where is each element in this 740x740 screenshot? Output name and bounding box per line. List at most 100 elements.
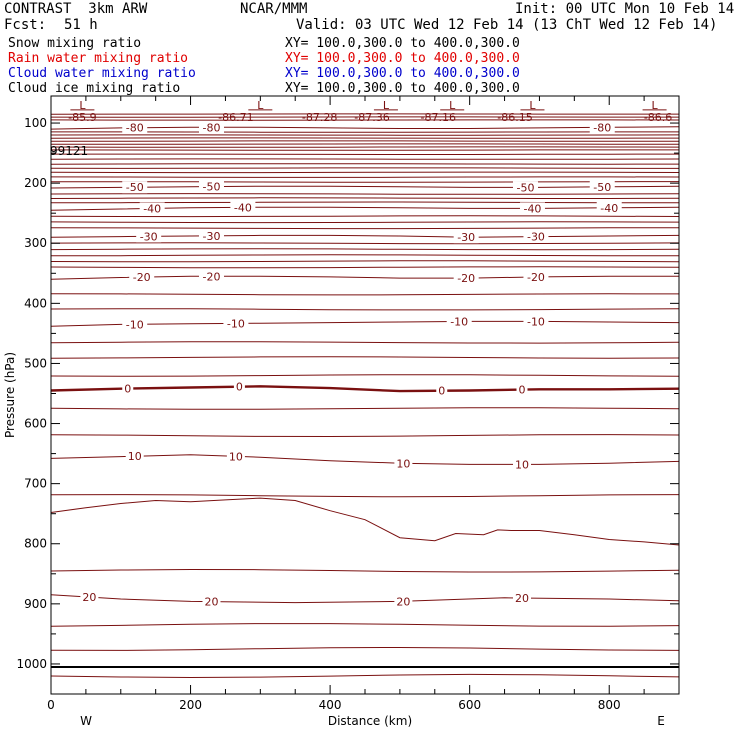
legend-label-cloud-ice: Cloud ice mixing ratio [8,81,181,96]
isotherm-line-unlabeled [50,308,680,311]
legend-xy-rain: XY= 100.0,300.0 to 400.0,300.0 [285,51,520,66]
isotherm-line-unlabeled [50,197,680,199]
isotherm-label: -10 [126,318,144,331]
isotherm-label: 0 [124,383,131,396]
x-axis-west-label: W [80,714,92,728]
isotherm-label-bg [589,180,615,193]
isotherm-label-bg [223,317,249,330]
isotherm-label: 10 [229,450,243,463]
stray-label: 99121 [50,144,88,158]
isotherm-line--50 [50,185,680,189]
low-marker: L [652,99,659,112]
legend-xy-snow: XY= 100.0,300.0 to 400.0,300.0 [285,36,520,51]
isotherm-label: 10 [128,450,142,463]
isotherm-label: 0 [236,381,243,394]
y-tick-label: 700 [24,477,47,491]
melting-boundary-line [50,497,680,546]
isotherm-label: -30 [527,231,545,244]
minimum-value-label: -87.36 [354,111,389,124]
isotherm-label: -30 [203,230,221,243]
isotherm-label-bg [198,121,224,134]
isotherm-line-10 [50,454,680,465]
y-tick-label: 200 [24,176,47,190]
isotherm-label-bg [589,121,615,134]
isotherm-line-unlabeled [50,407,680,410]
y-tick-label: 100 [24,116,47,130]
isotherm-label-bg [453,272,479,285]
isotherm-label: 20 [204,596,218,609]
isotherm-line-unlabeled [50,260,680,263]
isotherm-label: -10 [450,315,468,328]
isotherm-line-unlabeled [50,374,680,377]
isotherm-label: -80 [126,122,144,135]
isotherm-label-bg [122,181,148,194]
x-tick-label: 200 [179,698,202,712]
isotherm-label-bg [436,384,448,397]
isotherm-line-0 [50,385,680,393]
isotherm-label: -20 [203,270,221,283]
isotherm-label-bg [394,595,413,608]
isotherm-line--80 [50,126,680,130]
isotherm-label-bg [202,595,221,608]
isotherm-label: -80 [593,121,611,134]
forecast-hours: 51 h [64,17,98,33]
valid-time: Valid: 03 UTC Wed 12 Feb 14 (13 ChT Wed … [296,17,718,33]
isotherm-label: -40 [143,202,161,215]
isotherm-layer [50,113,680,679]
isotherm-line--20 [50,275,679,280]
isotherm-label: -20 [527,271,545,284]
y-tick-label: 1000 [16,657,47,671]
x-tick-label: 0 [47,698,55,712]
isotherm-label-bg [523,315,549,328]
isotherm-label-bg [122,121,148,134]
center-label: NCAR/MMM [240,1,308,17]
isotherm-label: 20 [396,595,410,608]
model-title: CONTRAST 3km ARW [4,1,148,17]
isotherm-label-bg [139,202,165,215]
isotherm-label-bg [523,270,549,283]
isotherm-label-bg [513,458,531,471]
init-time: Init: 00 UTC Mon 10 Feb 14 [515,1,735,17]
isotherm-label: -50 [517,181,535,194]
y-tick-label: 900 [24,597,47,611]
isotherm-line-unlabeled [50,673,680,679]
isotherm-label: -40 [600,202,618,215]
isotherm-line-unlabeled [51,181,680,183]
isotherm-line--10 [50,320,680,327]
isotherm-line-unlabeled [50,356,680,359]
x-axis-label: Distance (km) [328,714,412,728]
isotherm-label: 0 [438,385,445,398]
isotherm-line-20 [50,594,680,604]
y-tick-label: 800 [24,537,47,551]
isotherm-line-unlabeled [50,434,680,438]
annotation-layer: 20 20 20 20 10 10 10 10 0 0 0 0 -10 -10 -10 -10 -20 -20 -2… [68,99,672,609]
isotherm-label: 10 [515,458,529,471]
y-tick-label: 500 [24,356,47,370]
isotherm-label: 20 [82,591,96,604]
isotherm-label-bg [136,230,162,243]
legend-label-snow: Snow mixing ratio [8,36,142,51]
isotherm-label: -50 [203,181,221,194]
minimum-value-label: -86.6 [644,111,672,124]
isotherm-label-bg [125,450,144,463]
isotherm-label: -30 [140,230,158,243]
y-tick-label: 300 [24,236,47,250]
minimum-value-label: -86.71 [218,111,253,124]
minimum-value-label: -86.15 [497,111,532,124]
isotherm-label: -50 [593,181,611,194]
isotherm-label: -10 [227,317,245,330]
isotherm-label-bg [122,382,134,395]
isotherm-label: -20 [457,272,475,285]
isotherm-label: 10 [396,457,410,470]
isotherm-line-unlabeled [50,171,680,174]
legend-xy-cloud-ice: XY= 100.0,300.0 to 400.0,300.0 [285,81,520,96]
isotherm-line-unlabeled [50,215,680,218]
isotherm-label: -10 [527,315,545,328]
isotherm-label-bg [226,450,245,463]
isotherm-line-unlabeled [50,227,679,230]
isotherm-label: 20 [515,592,529,605]
forecast-label: Fcst: [4,17,47,33]
isotherm-label-bg [596,201,622,214]
isotherm-line-unlabeled [50,623,680,627]
